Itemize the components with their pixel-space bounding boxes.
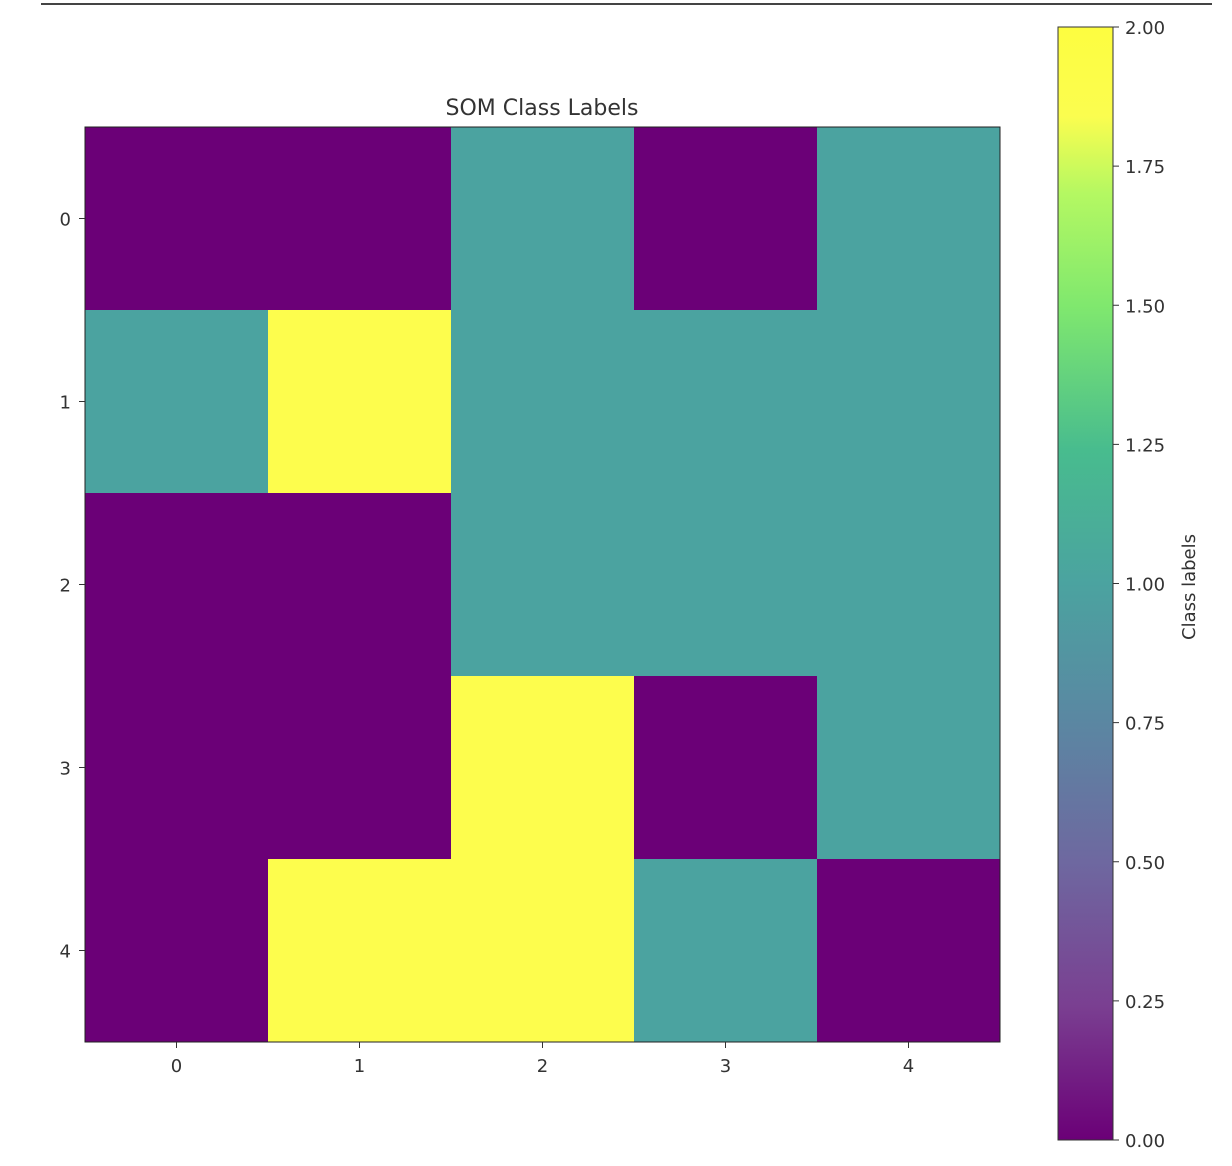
colorbar-tick-label: 2.00 [1125, 18, 1165, 39]
heatmap-cell [817, 859, 1001, 1043]
heatmap-cell [817, 127, 1001, 311]
y-tick-label: 0 [60, 210, 71, 231]
x-tick-label: 1 [354, 1056, 365, 1077]
heatmap-cell [451, 676, 635, 860]
heatmap-cell [85, 676, 269, 860]
heatmap-cell [85, 493, 269, 677]
heatmap-cell [451, 310, 635, 494]
heatmap-cell [634, 493, 818, 677]
y-tick-label: 1 [60, 393, 71, 414]
colorbar [1057, 26, 1114, 1141]
y-tick-label: 3 [60, 759, 71, 780]
heatmap-cell [268, 310, 452, 494]
x-tick-label: 0 [171, 1056, 182, 1077]
y-tick-label: 2 [60, 576, 71, 597]
y-tick-label: 4 [60, 942, 71, 963]
colorbar-tick-label: 0.50 [1125, 853, 1165, 874]
x-tick-label: 3 [720, 1056, 731, 1077]
heatmap-cell [85, 127, 269, 311]
colorbar-tick-label: 0.75 [1125, 714, 1165, 735]
chart-title: SOM Class Labels [446, 96, 639, 121]
colorbar-label: Class labels [1179, 534, 1200, 640]
heatmap-cell [817, 310, 1001, 494]
heatmap-cell [268, 676, 452, 860]
heatmap-cell [634, 676, 818, 860]
colorbar-tick-label: 1.50 [1125, 296, 1165, 317]
x-tick-label: 4 [903, 1056, 914, 1077]
top-divider [41, 3, 1212, 5]
heatmap-cell [268, 127, 452, 311]
colorbar-tick-label: 1.25 [1125, 435, 1165, 456]
colorbar-tick-label: 0.25 [1125, 992, 1165, 1013]
heatmap-cell [85, 859, 269, 1043]
heatmap-cell [634, 127, 818, 311]
heatmap-cell [85, 310, 269, 494]
heatmap-cell [451, 493, 635, 677]
heatmap-cell [634, 310, 818, 494]
heatmap-cell [451, 859, 635, 1043]
heatmap-cell [451, 127, 635, 311]
heatmap-cell [268, 859, 452, 1043]
colorbar-tick-label: 0.00 [1125, 1131, 1165, 1152]
heatmap-cell [268, 493, 452, 677]
heatmap-cell [634, 859, 818, 1043]
colorbar-tick-label: 1.75 [1125, 157, 1165, 178]
colorbar-tick-label: 1.00 [1125, 575, 1165, 596]
heatmap-cell [817, 493, 1001, 677]
heatmap-cell [817, 676, 1001, 860]
x-tick-label: 2 [537, 1056, 548, 1077]
